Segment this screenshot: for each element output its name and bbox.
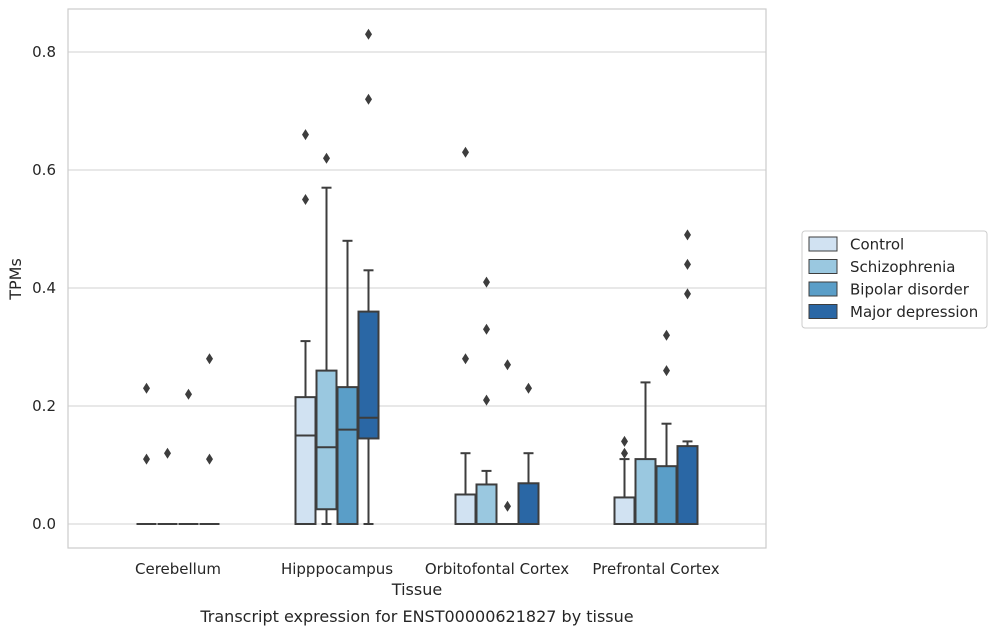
box-group (497, 359, 518, 525)
box (676, 445, 699, 525)
box-group (454, 146, 477, 525)
box-group (199, 353, 220, 525)
outlier-marker (462, 146, 469, 158)
box-group (294, 129, 317, 525)
box (634, 458, 657, 526)
box (336, 386, 359, 525)
y-tick-label: 0.6 (32, 161, 56, 179)
box-group (655, 329, 678, 525)
outlier-marker (143, 382, 150, 394)
legend-swatch (808, 259, 838, 274)
outlier-marker (621, 435, 628, 447)
box (475, 483, 498, 525)
box-group (136, 382, 157, 525)
chart-caption: Transcript expression for ENST0000062182… (199, 607, 633, 626)
box-group (357, 28, 380, 525)
box (655, 465, 678, 525)
legend: Control Schizophrenia Bipolar disorder Majo… (801, 230, 988, 329)
y-axis-label: TPMs (6, 258, 25, 301)
y-tick-label: 0.8 (32, 43, 56, 61)
legend-swatch (808, 281, 838, 297)
y-axis-ticks: 0.0 0.2 0.4 0.6 0.8 (32, 43, 56, 533)
outlier-marker (684, 258, 691, 270)
x-axis-label: Tissue (391, 580, 442, 599)
box-group (178, 388, 199, 525)
y-tick-label: 0.4 (32, 279, 56, 297)
x-tick-label: Hipppocampus (281, 560, 393, 578)
outlier-marker (185, 388, 192, 400)
outlier-marker (302, 129, 309, 141)
gridlines (68, 51, 766, 525)
box-group (676, 229, 699, 525)
box-marks (136, 28, 699, 526)
outlier-marker (684, 288, 691, 300)
box (454, 493, 477, 525)
outlier-marker (365, 28, 372, 40)
box-group (315, 152, 338, 525)
box-group (634, 381, 657, 526)
x-tick-label: Orbitofontal Cortex (425, 560, 569, 578)
outlier-marker (206, 353, 213, 365)
box-group (157, 447, 178, 525)
outlier-marker (483, 394, 490, 406)
box-group (613, 435, 636, 526)
outlier-marker (462, 353, 469, 365)
legend-label: Major depression (850, 303, 978, 321)
legend-label: Control (850, 236, 904, 254)
x-axis-ticks: Cerebellum Hipppocampus Orbitofontal Corte… (135, 560, 720, 578)
x-tick-label: Prefrontal Cortex (592, 560, 719, 578)
legend-label: Schizophrenia (850, 258, 955, 276)
legend-swatch (808, 304, 838, 319)
outlier-marker (504, 359, 511, 371)
box (294, 396, 317, 525)
legend-label: Bipolar disorder (850, 281, 970, 299)
outlier-marker (663, 365, 670, 377)
outlier-marker (504, 500, 511, 512)
box-group (336, 239, 359, 525)
outlier-marker (663, 329, 670, 341)
y-tick-label: 0.2 (32, 397, 56, 415)
outlier-marker (525, 382, 532, 394)
outlier-marker (302, 194, 309, 205)
box (357, 310, 380, 440)
outlier-marker (684, 229, 691, 241)
outlier-marker (483, 323, 490, 335)
outlier-marker (164, 447, 171, 459)
x-tick-label: Cerebellum (135, 560, 221, 578)
outlier-marker (483, 276, 490, 288)
box (613, 496, 636, 526)
box-group (475, 276, 498, 525)
y-tick-label: 0.0 (32, 515, 56, 533)
box (315, 369, 338, 511)
outlier-marker (143, 453, 150, 465)
box (517, 482, 540, 526)
plot-area-frame (67, 8, 767, 549)
outlier-marker (206, 453, 213, 465)
outlier-marker (365, 93, 372, 105)
legend-swatch (808, 236, 838, 252)
outlier-marker (621, 447, 628, 459)
box-group (517, 382, 540, 526)
legend-frame (801, 230, 988, 329)
outlier-marker (323, 152, 330, 164)
